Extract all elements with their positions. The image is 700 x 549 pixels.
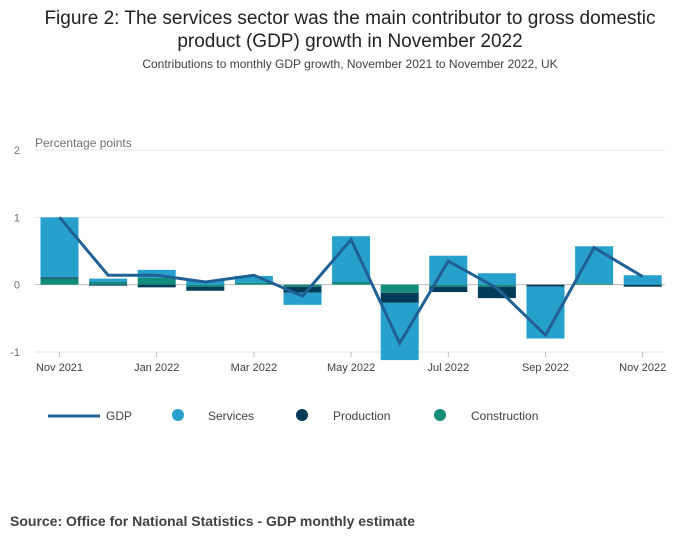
bar-construction	[234, 282, 273, 285]
bar-services	[283, 292, 322, 305]
legend-construction-swatch	[434, 409, 446, 421]
y-axis-title: Percentage points	[35, 136, 132, 150]
x-tick-label: May 2022	[327, 362, 375, 374]
bar-services	[234, 275, 273, 283]
gdp-line-group	[58, 216, 644, 347]
bar-production	[526, 284, 565, 287]
bar-services	[623, 275, 662, 285]
bar-services	[332, 236, 371, 282]
bar-construction	[89, 281, 128, 285]
bar-services	[89, 278, 128, 282]
bar-construction	[380, 284, 419, 293]
bar-construction	[186, 284, 225, 287]
bar-production	[623, 284, 662, 287]
y-axis-ticks: 2 1 0 -1	[10, 145, 20, 359]
source-note: Source: Office for National Statistics -…	[10, 513, 416, 529]
bar-construction	[429, 284, 468, 287]
legend-services-swatch	[172, 409, 184, 421]
bar-production	[283, 286, 322, 293]
legend-gdp-label: GDP	[106, 409, 132, 423]
bar-production	[186, 286, 225, 291]
bar-services	[380, 302, 419, 361]
x-tick-label: Jan 2022	[134, 362, 179, 374]
x-tick-label: Mar 2022	[231, 362, 277, 374]
bar-production	[380, 292, 419, 303]
x-tick-label: Nov 2021	[36, 362, 83, 374]
chart-svg: 2 1 0 -1 Percentage points Nov 2021 Jan 2022…	[10, 136, 666, 423]
chart-subtitle: Contributions to monthly GDP growth, Nov…	[142, 57, 558, 71]
bar-production	[40, 277, 79, 279]
bar-services	[477, 273, 516, 285]
x-tick-label: Jul 2022	[428, 362, 470, 374]
bar-services	[575, 246, 614, 284]
y-tick-label: 0	[14, 280, 20, 292]
bar-construction	[575, 283, 614, 285]
bars-group	[40, 217, 662, 361]
legend-services-label: Services	[208, 409, 254, 423]
bar-construction	[477, 284, 516, 287]
bar-production	[89, 284, 128, 286]
bar-services	[40, 217, 79, 278]
y-tick-label: -1	[10, 347, 20, 359]
legend: GDP Services Production Construction	[48, 409, 538, 423]
bar-production	[429, 286, 468, 293]
bar-construction	[332, 281, 371, 285]
legend-construction-label: Construction	[471, 409, 538, 423]
y-tick-label: 2	[14, 145, 20, 157]
bar-production	[477, 286, 516, 299]
bar-construction	[40, 278, 79, 285]
bar-construction	[137, 277, 176, 285]
legend-production-label: Production	[333, 409, 390, 423]
bar-construction	[283, 284, 322, 287]
chart-title: Figure 2: The services sector was the ma…	[44, 8, 656, 52]
x-axis: Nov 2021 Jan 2022 Mar 2022 May 2022 Jul 2022…	[36, 352, 666, 374]
legend-production-swatch	[296, 409, 308, 421]
bar-production	[137, 284, 176, 288]
gdp-line	[58, 216, 644, 347]
y-tick-label: 1	[14, 212, 20, 224]
x-tick-label: Nov 2022	[619, 362, 666, 374]
x-tick-label: Sep 2022	[522, 362, 569, 374]
